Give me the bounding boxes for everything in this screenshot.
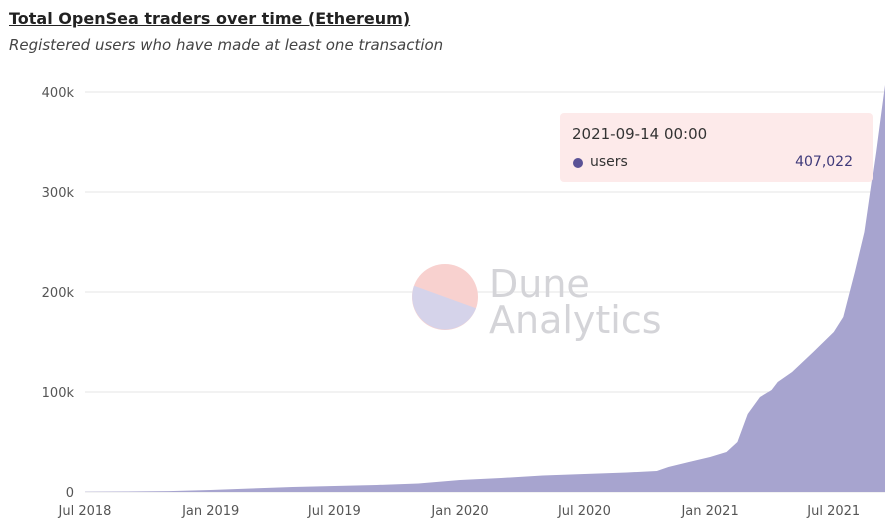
tooltip-series-dot [573, 158, 583, 168]
series-users-area[interactable] [85, 85, 885, 492]
tooltip-row: users 407,022 [572, 154, 853, 172]
chart-subtitle: Registered users who have made at least … [9, 36, 444, 54]
watermark-line-2: Analytics [489, 298, 662, 342]
x-tick-label: Jul 2018 [58, 504, 112, 519]
x-tick-label: Jul 2020 [557, 504, 611, 519]
tooltip-series-name: users [590, 154, 628, 170]
tooltip-date: 2021-09-14 00:00 [572, 125, 708, 143]
watermark-line-1: Dune [489, 262, 590, 306]
x-tick-label: Jan 2020 [430, 504, 488, 519]
dune-watermark: Dune Analytics [412, 262, 662, 342]
y-tick-label: 100k [42, 386, 75, 401]
x-tick-label: Jul 2021 [806, 504, 860, 519]
y-tick-label: 300k [42, 186, 75, 201]
watermark-logo-bottom [412, 285, 476, 330]
tooltip: 2021-09-14 00:00 users 407,022 [560, 113, 873, 182]
y-axis-ticks: 0 100k 200k 300k 400k [42, 86, 75, 501]
tooltip-value: 407,022 [795, 154, 853, 170]
x-tick-label: Jul 2019 [307, 504, 361, 519]
chart-title[interactable]: Total OpenSea traders over time (Ethereu… [9, 9, 411, 28]
x-tick-label: Jan 2019 [181, 504, 239, 519]
y-tick-label: 400k [42, 86, 75, 101]
x-tick-label: Jan 2021 [680, 504, 738, 519]
x-axis-ticks: Jul 2018 Jan 2019 Jul 2019 Jan 2020 Jul 2020… [58, 504, 861, 519]
y-tick-label: 200k [42, 286, 75, 301]
y-tick-label: 0 [66, 486, 74, 501]
